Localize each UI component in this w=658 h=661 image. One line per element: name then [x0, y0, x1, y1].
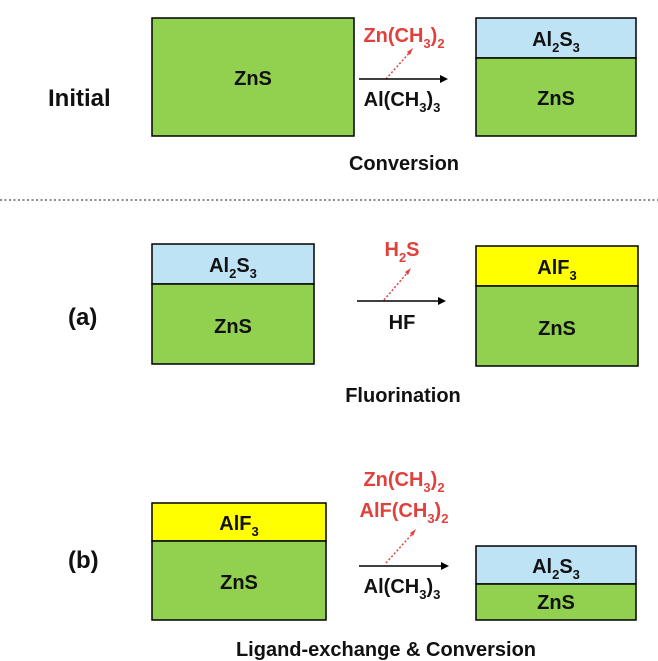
a-byproduct-dotted-arrow: [383, 271, 409, 301]
b-product-zns-label: ZnS: [537, 592, 575, 614]
a-byproduct-1: H2S: [384, 239, 419, 265]
initial-product-al2s3-layer: [475, 17, 637, 59]
b-reactant-alf3-layer: [151, 502, 327, 542]
initial-reaction-arrowhead: [440, 75, 448, 83]
b-product-al2s3-label: Al2S3: [532, 556, 580, 582]
a-product-zns-layer: [475, 285, 639, 367]
b-product-zns-layer: [475, 583, 637, 621]
b-byproduct-2: AlF(CH3)2: [360, 500, 449, 526]
initial-product-zns-label: ZnS: [537, 88, 575, 110]
b-reaction-arrowhead: [441, 562, 449, 570]
initial-byproduct-arrowhead: [407, 48, 413, 55]
b-byproduct-dotted-arrow: [385, 532, 414, 564]
initial-caption: Conversion: [349, 153, 459, 175]
initial-byproduct-dotted-arrow: [385, 51, 411, 80]
a-product-alf3-label: AlF3: [537, 257, 576, 283]
initial-reactant-zns-label: ZnS: [234, 68, 272, 90]
a-product-zns-label: ZnS: [538, 318, 576, 340]
a-reactant-al2s3-label: Al2S3: [209, 255, 257, 281]
initial-reactant-zns-layer: [151, 17, 355, 137]
a-reactant-zns-label: ZnS: [214, 316, 252, 338]
b-product-al2s3-layer: [475, 545, 637, 585]
a-reagent: HF: [389, 312, 416, 334]
b-caption: Ligand-exchange & Conversion: [236, 639, 536, 661]
a-product-alf3-layer: [475, 245, 639, 287]
row-b: (b) AlF3 ZnS Zn(CH3)2 AlF(CH3)2 Al(CH3)3…: [68, 469, 637, 661]
b-reactant-alf3-label: AlF3: [219, 513, 258, 539]
b-reagent: Al(CH3)3: [364, 576, 441, 602]
initial-product-al2s3-label: Al2S3: [532, 29, 580, 55]
initial-reagent: Al(CH3)3: [364, 89, 441, 115]
row-label-initial: Initial: [48, 85, 111, 112]
a-byproduct-arrowhead: [405, 268, 411, 275]
b-byproduct-1: Zn(CH3)2: [363, 469, 444, 495]
row-label-b: (b): [68, 547, 99, 574]
b-reactant-zns-label: ZnS: [220, 572, 258, 594]
initial-byproduct-1: Zn(CH3)2: [363, 25, 444, 51]
b-byproduct-arrowhead: [410, 529, 416, 536]
row-a: (a) Al2S3 ZnS H2S HF AlF3 ZnS Fluorinati…: [68, 239, 639, 407]
row-initial: Initial ZnS Zn(CH3)2 Al(CH3)3 Al2S3 ZnS …: [48, 17, 637, 175]
row-label-a: (a): [68, 304, 97, 331]
a-caption: Fluorination: [345, 385, 461, 407]
b-reactant-zns-layer: [151, 540, 327, 621]
a-reaction-arrowhead: [438, 297, 446, 305]
a-reactant-al2s3-layer: [151, 243, 315, 285]
a-reactant-zns-layer: [151, 283, 315, 365]
initial-product-zns-layer: [475, 57, 637, 137]
